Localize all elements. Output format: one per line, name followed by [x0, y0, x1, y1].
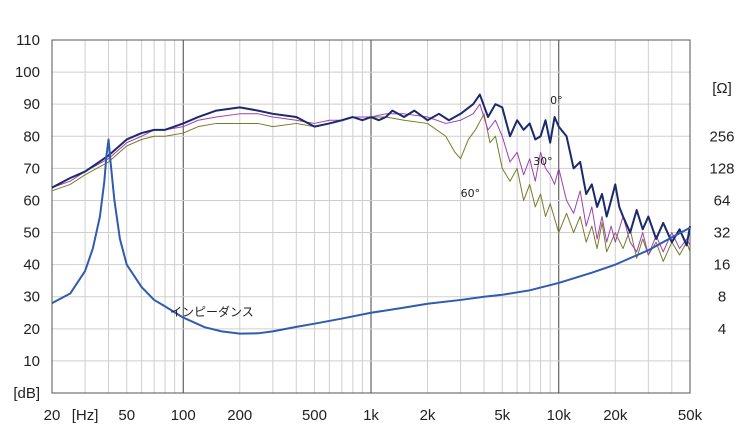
x-gridlines — [84, 40, 673, 393]
series-label-2: 60° — [461, 187, 481, 200]
x-tick-label: 10k — [547, 407, 572, 424]
x-tick-label: 1k — [363, 407, 379, 424]
x-tick-label: 200 — [227, 407, 252, 424]
y-right-tick-label: 32 — [714, 225, 731, 242]
x-tick-label: 500 — [302, 407, 327, 424]
y-right-tick-label: 8 — [718, 289, 726, 306]
plot-frame — [51, 39, 691, 394]
y-left-tick-label: 100 — [15, 64, 40, 81]
y-right-tick-label: 256 — [709, 128, 734, 145]
x-tick-label: 5k — [494, 407, 510, 424]
x-tick-labels: 20 [Hz] 50 100 200 500 1k 2k 5k 10k 20k 50k — [44, 407, 703, 424]
y-left-tick-label: 90 — [23, 96, 40, 113]
series-label-3: インピーダンス — [170, 304, 254, 319]
y-gridlines — [52, 71, 690, 362]
x-tick-label: 2k — [420, 407, 436, 424]
x-tick-label: 50k — [678, 407, 703, 424]
series-labels: 0° 30° 60° インピーダンス — [170, 94, 563, 319]
y-left-tick-label: 80 — [23, 128, 40, 145]
series-line-0 — [51, 93, 691, 247]
y-left-tick-label: 50 — [23, 225, 40, 242]
y-left-tick-label: 30 — [23, 289, 40, 306]
y-left-tick-labels: 110 100 90 80 70 60 50 40 30 20 10 [dB] — [13, 32, 40, 402]
y-left-tick-label: 40 — [23, 257, 40, 274]
x-tick-label: 100 — [171, 407, 196, 424]
y-left-tick-label: 70 — [23, 160, 40, 177]
y-right-tick-label: 128 — [709, 160, 734, 177]
y-right-tick-label: 64 — [714, 192, 731, 209]
y-left-tick-label: 20 — [23, 321, 40, 338]
y-right-tick-label: [Ω] — [712, 80, 732, 97]
series-line-3 — [51, 138, 691, 335]
y-right-tick-label: 16 — [714, 257, 731, 274]
y-right-tick-labels: [Ω] 256 128 64 32 16 8 4 — [709, 80, 734, 338]
series-layer — [51, 93, 691, 335]
series-line-2 — [51, 113, 691, 262]
x-tick-label: 50 — [118, 407, 135, 424]
y-left-tick-label: 60 — [23, 192, 40, 209]
series-label-1: 30° — [533, 155, 553, 168]
x-tick-label: 20k — [603, 407, 628, 424]
x-tick-label: 20 — [44, 407, 61, 424]
series-label-0: 0° — [550, 94, 563, 107]
series-line-1 — [51, 103, 691, 256]
y-left-tick-label: [dB] — [13, 385, 40, 402]
y-right-tick-label: 4 — [718, 321, 726, 338]
x-tick-label: [Hz] — [72, 407, 99, 424]
y-left-tick-label: 110 — [16, 32, 40, 49]
y-left-tick-label: 10 — [23, 353, 40, 370]
